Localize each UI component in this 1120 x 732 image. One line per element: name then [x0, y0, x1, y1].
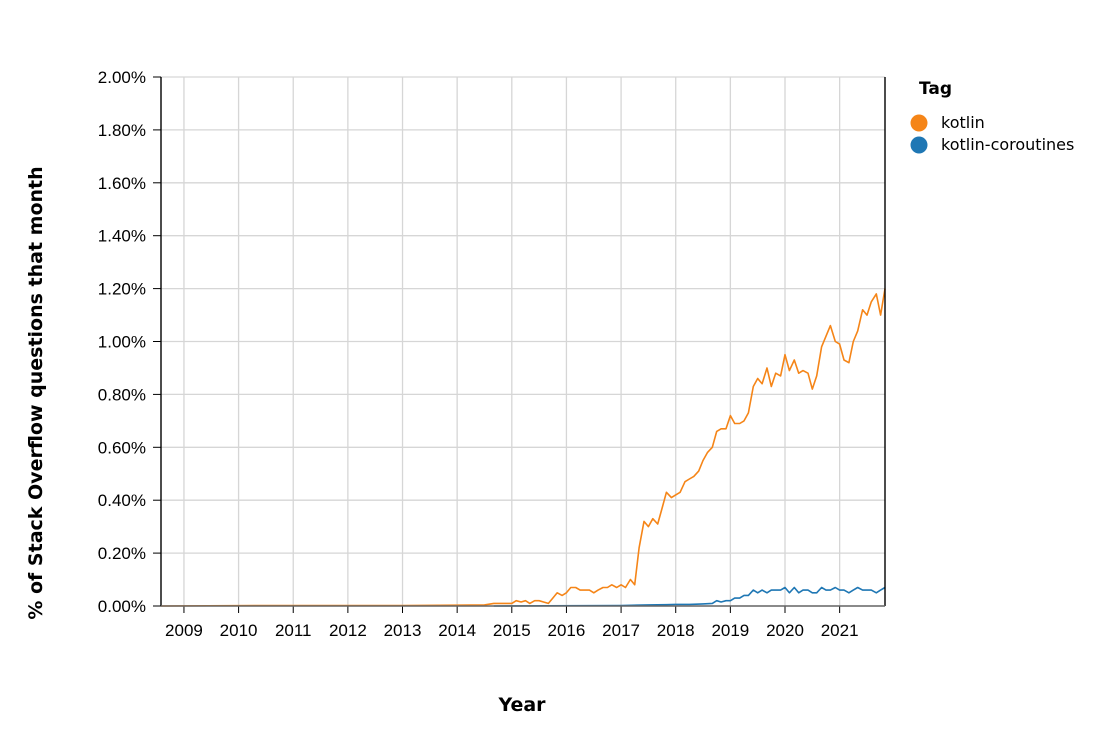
y-tick-label: 0.20%	[98, 544, 146, 563]
x-tick-label: 2011	[275, 621, 312, 640]
x-tick-label: 2009	[165, 621, 203, 640]
x-tick-label: 2021	[821, 621, 859, 640]
x-tick-label: 2010	[220, 621, 258, 640]
legend-items: kotlin kotlin-coroutines	[910, 113, 1074, 154]
y-tick-label: 0.00%	[98, 597, 146, 616]
y-tick-label: 0.80%	[98, 385, 146, 404]
legend-label-kotlin-coroutines: kotlin-coroutines	[941, 135, 1074, 154]
legend-label-kotlin: kotlin	[941, 113, 985, 132]
y-tick-label: 0.40%	[98, 491, 146, 510]
x-axis-ticks: 2009 2010 2011 2012 2013 2014 2015 2016 2017 2018…	[165, 606, 859, 640]
legend-swatch-kotlin	[910, 114, 928, 132]
y-tick-label: 2.00%	[98, 68, 146, 87]
plot-frame	[160, 77, 886, 607]
x-tick-label: 2013	[384, 621, 422, 640]
x-axis-title: Year	[497, 694, 546, 716]
x-tick-label: 2016	[548, 621, 586, 640]
x-tick-label: 2012	[329, 621, 367, 640]
gridlines	[161, 76, 885, 607]
x-tick-label: 2017	[602, 621, 640, 640]
legend-title: Tag	[919, 79, 952, 99]
y-tick-label: 1.00%	[98, 333, 146, 352]
x-tick-label: 2014	[438, 621, 476, 640]
y-tick-label: 1.80%	[98, 121, 146, 140]
y-tick-label: 1.40%	[98, 227, 146, 246]
series-lines	[160, 288, 886, 607]
series-line-kotlin-coroutines	[493, 586, 886, 607]
y-tick-label: 0.60%	[98, 438, 146, 457]
y-tick-label: 1.60%	[98, 174, 146, 193]
x-tick-label: 2015	[493, 621, 531, 640]
legend-swatch-kotlin-coroutines	[910, 136, 928, 154]
y-axis-title: % of Stack Overflow questions that month	[25, 166, 47, 619]
y-axis-ticks: 0.00% 0.20% 0.40% 0.60% 0.80% 1.00% 1.20% 1.40%…	[98, 68, 161, 616]
x-tick-label: 2018	[657, 621, 695, 640]
x-tick-label: 2019	[711, 621, 749, 640]
series-line-kotlin	[160, 288, 886, 607]
legend: Tag kotlin kotlin-coroutines	[910, 79, 1074, 154]
y-tick-label: 1.20%	[98, 280, 146, 299]
x-tick-label: 2020	[766, 621, 804, 640]
